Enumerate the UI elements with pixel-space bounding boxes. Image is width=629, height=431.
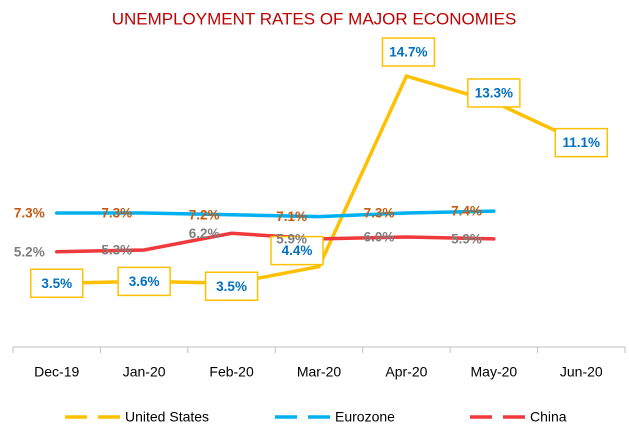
data-label: 7.3% <box>14 206 45 221</box>
label-box <box>554 127 609 158</box>
legend-label: United States <box>125 409 209 425</box>
data-label: 5.9% <box>276 231 307 246</box>
legend-label: China <box>530 409 567 425</box>
data-label: 3.6% <box>129 274 160 289</box>
x-tick-label: Apr-20 <box>385 364 427 380</box>
series-line <box>54 209 496 219</box>
data-label: 13.3% <box>475 86 513 101</box>
data-label: 7.1% <box>276 209 307 224</box>
legend-label: Eurozone <box>335 409 395 425</box>
label-box <box>204 271 259 301</box>
data-label: 14.7% <box>389 45 427 60</box>
label-box <box>467 78 521 108</box>
label-box <box>270 235 324 266</box>
data-label: 7.2% <box>189 207 220 222</box>
data-label: 7.4% <box>451 204 482 219</box>
chart-title: UNEMPLOYMENT RATES OF MAJOR ECONOMIES <box>112 9 517 28</box>
data-label: 3.5% <box>41 276 72 291</box>
data-label: 6.0% <box>364 230 395 245</box>
data-label: 4.4% <box>282 243 313 258</box>
data-label: 11.1% <box>563 135 601 150</box>
label-box <box>381 37 436 67</box>
x-tick-label: Jun-20 <box>560 364 603 380</box>
x-tick-label: Mar-20 <box>297 364 342 380</box>
data-label: 3.5% <box>216 279 247 294</box>
x-tick-label: Jan-20 <box>123 364 166 380</box>
data-label: 5.2% <box>14 244 45 259</box>
data-label: 7.3% <box>364 206 395 221</box>
label-box <box>29 268 84 298</box>
data-label: 6.2% <box>189 226 220 241</box>
x-tick-label: May-20 <box>471 364 518 380</box>
x-tick-label: Dec-19 <box>34 364 79 380</box>
x-tick-label: Feb-20 <box>209 364 254 380</box>
data-label: 5.3% <box>101 243 132 258</box>
label-box <box>117 266 171 297</box>
data-label: 5.9% <box>451 231 482 246</box>
data-label: 7.3% <box>101 206 132 221</box>
